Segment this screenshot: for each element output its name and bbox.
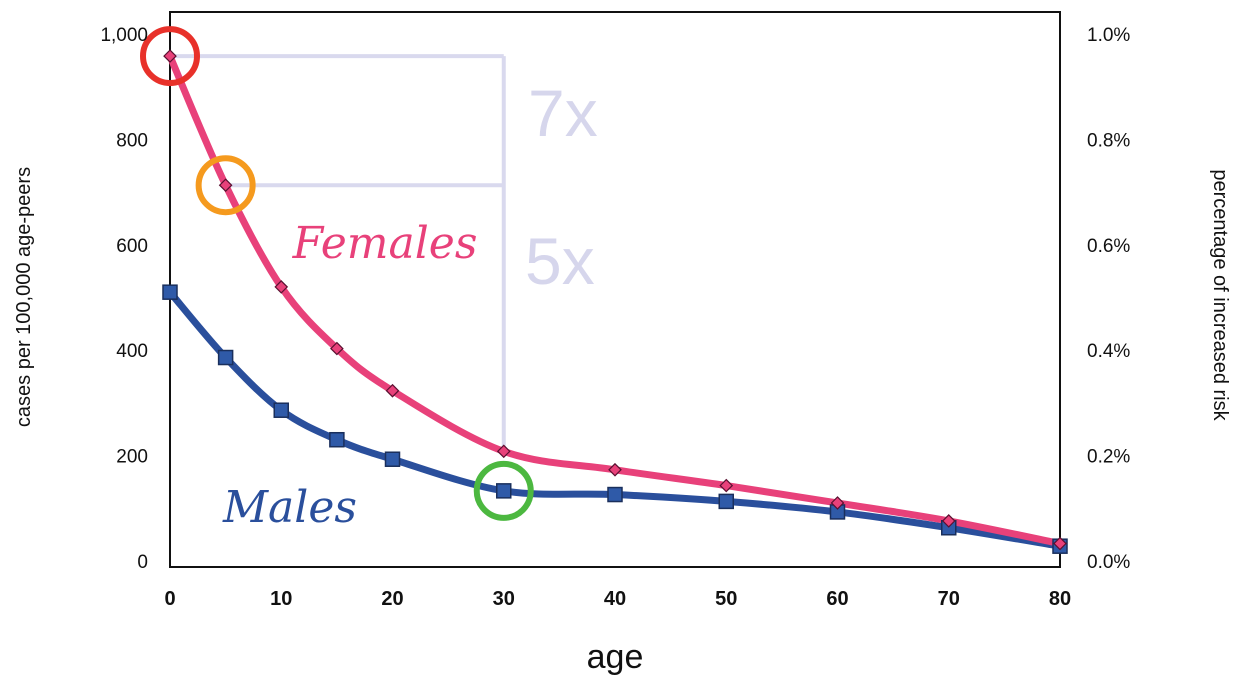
annotation-7x: 7x [528, 76, 598, 150]
marker-males-20 [384, 451, 401, 467]
y-axis-title: cases per 100,000 age-peers [13, 167, 35, 427]
y2-tick-label: 0.2% [1087, 447, 1130, 468]
marker-females-15 [330, 341, 344, 356]
series-label-males: Males [222, 482, 357, 533]
axis-ticks: 0 10 20 30 40 50 60 70 8002004006008001,0000.0%0… [100, 25, 1130, 610]
annotation-5x: 5x [525, 224, 595, 298]
series-label-females: Females [292, 218, 478, 269]
y-tick-label: 600 [116, 236, 148, 257]
x-tick-label: 30 [493, 588, 515, 610]
marker-males-50 [718, 493, 734, 510]
marker-females-0 [163, 49, 177, 63]
y2-tick-label: 1.0% [1087, 25, 1130, 46]
highlight-circle-3 [473, 460, 534, 521]
x-tick-label: 0 [164, 588, 175, 610]
marker-females-80 [1053, 536, 1067, 551]
marker-females-5 [218, 178, 233, 193]
marker-females-70 [941, 514, 956, 528]
x-tick-label: 20 [381, 588, 403, 610]
y-tick-label: 200 [116, 447, 148, 468]
x-tick-label: 70 [938, 588, 960, 610]
reference-lines [170, 54, 506, 452]
x-tick-label: 10 [270, 588, 292, 610]
marker-males-5 [217, 349, 234, 366]
highlight-circle-1 [140, 26, 200, 87]
x-tick-label: 40 [604, 588, 626, 610]
y2-tick-label: 0.8% [1087, 130, 1130, 151]
y-tick-label: 800 [116, 130, 148, 151]
series-line-males [166, 288, 1064, 550]
y2-axis-title: percentage of increased risk [1209, 169, 1231, 421]
marker-females-10 [274, 280, 289, 294]
marker-females-40 [608, 462, 622, 477]
y2-tick-label: 0.0% [1087, 552, 1130, 573]
marker-males-30 [496, 483, 512, 499]
highlight-circle-2 [195, 155, 256, 216]
series-labels: Females Males [222, 218, 477, 533]
marker-females-50 [719, 478, 734, 493]
marker-males-0 [162, 284, 178, 300]
marker-females-30 [496, 444, 511, 459]
marker-males-10 [273, 402, 289, 418]
highlight-circles [140, 26, 534, 521]
marker-females-60 [830, 496, 845, 510]
y-tick-label: 0 [137, 552, 148, 573]
annotation-group: 7x 5x [525, 76, 598, 298]
series-markers [162, 49, 1068, 554]
x-tick-label: 50 [715, 588, 737, 610]
marker-males-40 [607, 486, 623, 503]
x-tick-label: 80 [1049, 588, 1071, 610]
y-tick-label: 1,000 [100, 25, 148, 46]
y2-tick-label: 0.4% [1087, 341, 1130, 362]
x-axis-title: age [587, 638, 644, 676]
y2-tick-label: 0.6% [1087, 236, 1130, 257]
y-tick-label: 400 [116, 341, 148, 362]
marker-males-15 [329, 431, 345, 448]
marker-females-20 [385, 383, 400, 398]
x-tick-label: 60 [826, 588, 848, 610]
